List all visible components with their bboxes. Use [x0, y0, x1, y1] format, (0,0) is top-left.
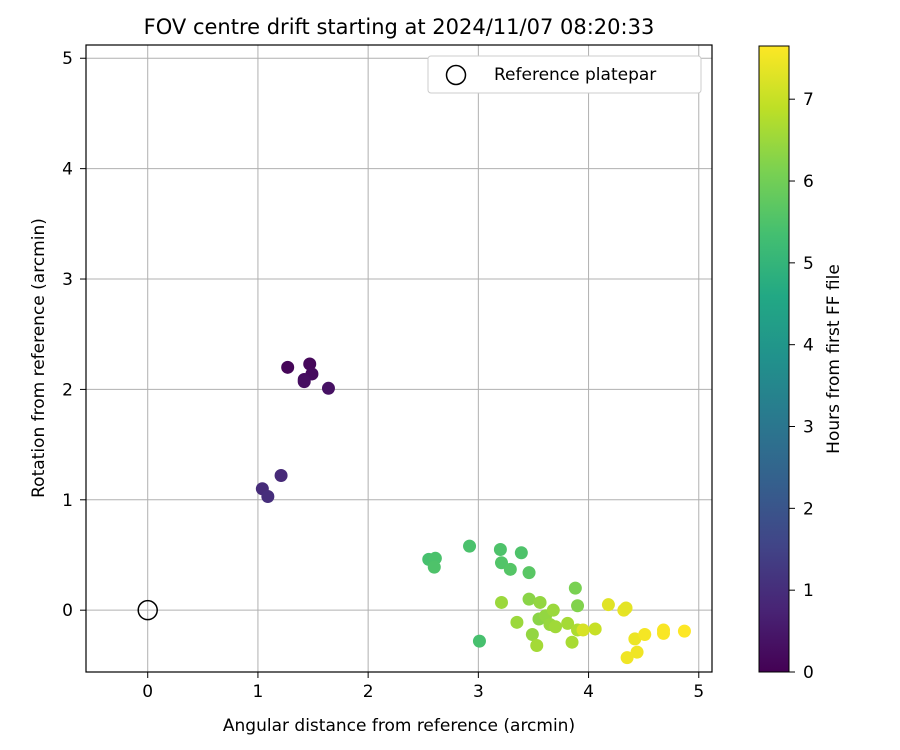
data-point: [463, 539, 477, 553]
data-point: [620, 651, 634, 665]
legend: Reference platepar: [427, 55, 702, 94]
data-point: [657, 626, 671, 640]
y-tick-label: 1: [62, 491, 73, 511]
data-point: [546, 603, 560, 617]
colorbar-tick-label: 1: [803, 581, 814, 601]
colorbar-ticks: 0 1 2 3 4 5 6 7: [789, 90, 814, 683]
y-tick-label: 0: [62, 601, 73, 621]
colorbar-tick-label: 7: [803, 90, 814, 110]
data-points: [255, 357, 691, 665]
data-point: [628, 632, 642, 646]
plot-frame: [85, 44, 713, 673]
data-point: [561, 616, 575, 630]
data-point: [565, 635, 579, 649]
data-point: [571, 599, 585, 613]
data-point: [630, 645, 644, 659]
data-point: [472, 634, 486, 648]
data-point: [321, 381, 335, 395]
reference-platepar-point: [137, 599, 158, 621]
x-axis-label: Angular distance from reference (arcmin): [223, 716, 575, 736]
x-tick-label: 2: [363, 682, 374, 702]
y-axis-ticks: 0 1 2 3 4 5: [62, 49, 86, 621]
y-tick-label: 5: [62, 49, 73, 69]
colorbar-tick-label: 4: [803, 336, 814, 356]
data-point: [533, 595, 547, 609]
data-point: [494, 556, 508, 570]
data-point: [568, 581, 582, 595]
data-point: [494, 595, 508, 609]
data-point: [274, 469, 288, 483]
colorbar: 0 1 2 3 4 5 6 7 Hours from first FF file: [758, 45, 844, 683]
x-tick-label: 5: [693, 682, 704, 702]
colorbar-tick-label: 0: [803, 663, 814, 683]
data-point: [522, 566, 536, 580]
data-point: [303, 357, 317, 371]
data-point: [522, 592, 536, 606]
legend-label: Reference platepar: [494, 65, 656, 85]
y-axis-label: Rotation from reference (arcmin): [29, 218, 49, 498]
data-point: [503, 562, 517, 576]
y-tick-label: 2: [62, 380, 73, 400]
legend-marker-icon: [445, 64, 467, 86]
data-point: [514, 546, 528, 560]
legend-box: [427, 55, 702, 94]
data-point: [510, 615, 524, 629]
data-point: [261, 489, 275, 503]
colorbar-tick-label: 2: [803, 499, 814, 519]
colorbar-label: Hours from first FF file: [824, 264, 844, 454]
reference-marker: [137, 599, 158, 621]
data-point: [638, 627, 652, 641]
colorbar-tick-label: 6: [803, 172, 814, 192]
colorbar-gradient: [758, 45, 790, 673]
data-point: [530, 639, 544, 653]
grid-lines: [86, 45, 712, 672]
y-tick-label: 4: [62, 160, 73, 180]
data-point: [576, 623, 590, 637]
data-point: [601, 598, 615, 612]
data-point: [281, 360, 295, 374]
data-point: [677, 624, 691, 638]
data-point: [297, 375, 311, 389]
y-tick-label: 3: [62, 270, 73, 290]
x-tick-label: 3: [473, 682, 484, 702]
data-point: [549, 620, 562, 634]
colorbar-tick-label: 3: [803, 418, 814, 438]
data-point: [619, 601, 633, 615]
x-tick-label: 0: [142, 682, 153, 702]
data-point: [427, 560, 441, 574]
data-point: [588, 622, 602, 636]
data-point: [525, 627, 539, 641]
x-axis-ticks: 0 1 2 3 4 5: [142, 672, 704, 702]
data-point: [493, 542, 507, 556]
colorbar-tick-label: 5: [803, 254, 814, 274]
chart-title: FOV centre drift starting at 2024/11/07 …: [144, 15, 655, 39]
x-tick-label: 4: [583, 682, 594, 702]
x-tick-label: 1: [253, 682, 264, 702]
